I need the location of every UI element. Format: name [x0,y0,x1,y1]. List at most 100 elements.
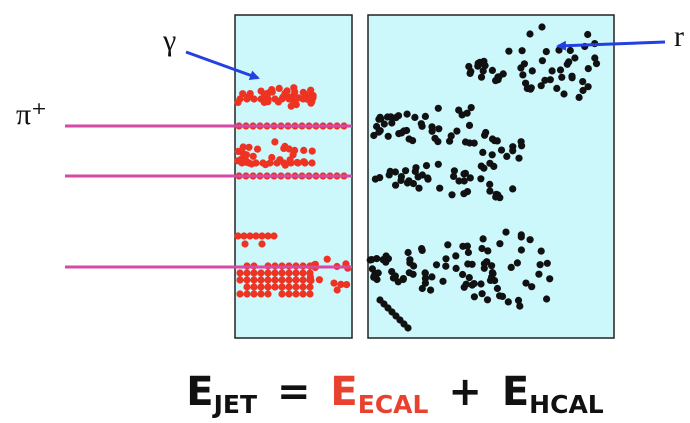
hit [412,164,419,171]
hit [576,94,583,101]
hit [496,240,503,247]
hit [402,167,409,174]
hit [480,235,487,242]
hit [299,276,306,283]
hit [433,261,440,268]
plus: + [448,369,482,415]
hit [291,88,298,95]
hit [409,137,416,144]
hit [515,297,522,304]
hit [469,282,476,289]
hit [415,185,422,192]
hit [471,293,478,300]
hit [418,245,425,252]
hit [529,67,536,74]
hit [528,283,535,290]
hit [558,74,565,81]
hit [514,259,521,266]
hit [462,138,469,145]
hit [286,145,293,152]
hit [234,99,241,106]
hit [271,283,278,290]
pion-label: π⁺ [16,98,47,131]
hit [236,276,243,283]
hit [518,246,525,253]
hit [236,269,243,276]
hit [241,240,248,247]
page: {"labels": {"photon": "γ", "pion": "π⁺",… [0,0,690,423]
hit [579,78,586,85]
hit [406,259,413,266]
hit [381,120,388,127]
hit [278,276,285,283]
hit [564,61,571,68]
hit [502,229,509,236]
hit [383,252,390,259]
hit [422,113,429,120]
hit [579,87,586,94]
hit [435,105,442,112]
hit [515,155,522,162]
hit [264,276,271,283]
hit [487,277,494,284]
subscript: HCAL [529,390,604,419]
hit [285,283,292,290]
hit [282,162,289,169]
hit [387,113,394,120]
hit [466,122,473,129]
hit [292,283,299,290]
hit [509,143,516,150]
hit [479,149,486,156]
hit [306,290,313,297]
hit [236,290,243,297]
hit [567,47,574,54]
hit [568,73,575,80]
hit [439,278,446,285]
hit [271,276,278,283]
hit [498,147,505,154]
hit [442,255,449,262]
hit [471,140,478,147]
hit [299,290,306,297]
hit [418,120,425,127]
hit [448,132,455,139]
hit [527,236,534,243]
hit [316,276,323,283]
hit [250,276,257,283]
hit [435,125,442,132]
hit [308,159,315,166]
hit [258,240,265,247]
hit [250,290,257,297]
hit [276,85,283,92]
hit [505,48,512,55]
hit [549,67,556,74]
hit [250,283,257,290]
hit [539,57,546,64]
hit [243,290,250,297]
hit [519,71,526,78]
hit [276,156,283,163]
energy-symbol: E [186,369,213,415]
hit [490,163,497,170]
hit [560,90,567,97]
hit [461,177,468,184]
hit [400,276,407,283]
hit [387,168,394,175]
hit [427,287,434,294]
hit [459,243,466,250]
hit [468,104,475,111]
hit [519,47,526,54]
hit [460,190,467,197]
hit [288,103,295,110]
hit [422,270,429,277]
hit [367,256,374,263]
hit [571,54,578,61]
hit [369,265,376,272]
hit [410,271,417,278]
hit [546,275,553,282]
hit [385,133,392,140]
photon-label: γ [162,24,176,57]
hit [257,290,264,297]
hit [591,54,598,61]
hit [541,77,548,84]
